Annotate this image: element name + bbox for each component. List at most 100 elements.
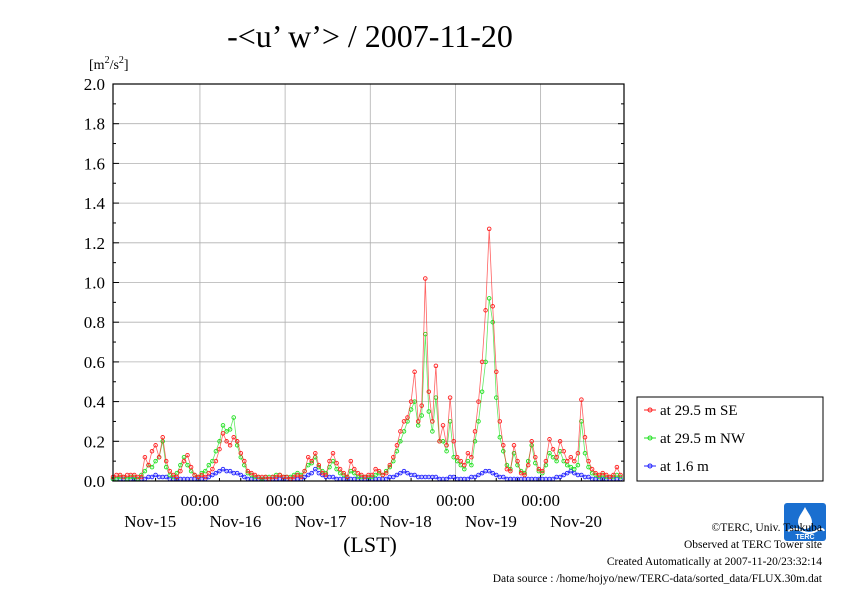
data-point (561, 472, 566, 478)
data-point (146, 462, 151, 468)
x-tick-time: 00:00 (436, 491, 475, 510)
data-point (479, 359, 485, 365)
footer-source: Data source : /home/hojyo/new/TERC-data/… (492, 573, 822, 585)
y-unit-sup: 2 (105, 55, 110, 66)
data-point (132, 472, 137, 478)
data-point (444, 443, 449, 448)
data-point (479, 470, 485, 476)
x-tick-date: Nov-16 (209, 512, 261, 531)
data-point (352, 466, 357, 472)
data-point (309, 470, 314, 476)
data-point (341, 470, 346, 476)
data-point (433, 363, 439, 369)
data-point (234, 470, 240, 476)
data-point (575, 462, 581, 468)
data-point (178, 468, 183, 474)
data-point (497, 435, 503, 440)
data-point (220, 431, 226, 436)
data-point (391, 474, 396, 480)
data-point (217, 446, 222, 452)
y-tick-label: 1.6 (84, 154, 105, 173)
data-point (618, 472, 623, 478)
data-point (518, 470, 524, 476)
chart-title: -<u’ w’> / 2007-11-20 (227, 18, 513, 54)
data-point (181, 458, 187, 464)
data-point (153, 472, 158, 478)
data-point (327, 458, 332, 464)
data-point (561, 448, 566, 454)
data-point (440, 423, 446, 428)
data-point (373, 466, 378, 472)
data-point (430, 419, 435, 424)
data-point (387, 462, 393, 468)
data-point (206, 470, 212, 476)
data-point (476, 419, 481, 424)
data-point (501, 443, 506, 448)
data-point (174, 474, 180, 480)
data-point (437, 439, 442, 444)
data-point (149, 474, 155, 480)
data-point (398, 470, 403, 476)
data-point (564, 470, 570, 476)
data-point (231, 435, 236, 440)
y-unit-base: [m (89, 58, 105, 73)
data-point (313, 466, 318, 472)
data-point (203, 474, 208, 480)
data-point (504, 466, 510, 472)
data-point (568, 464, 574, 470)
data-point (444, 448, 449, 454)
data-point (238, 472, 244, 478)
data-point (486, 226, 492, 232)
data-point (447, 395, 453, 400)
data-point (337, 466, 343, 472)
data-point (167, 468, 173, 474)
data-point (582, 435, 588, 440)
y-ticks: 0.0 0.2 0.4 0.6 0.8 1.0 1.2 1.4 1.6 1.8 2.0 (84, 75, 624, 491)
data-point (213, 470, 219, 476)
data-point (121, 474, 126, 480)
data-point (557, 439, 563, 444)
data-point (163, 474, 169, 480)
x-tick-date: Nov-20 (550, 512, 602, 531)
data-point (320, 470, 325, 476)
y-tick-label: 0.0 (84, 472, 105, 491)
y-unit-label: [m2/s2] (89, 55, 129, 73)
data-point (472, 474, 478, 480)
data-point (195, 474, 201, 480)
data-point (316, 462, 322, 468)
x-tick-time: 00:00 (181, 491, 220, 510)
data-point (419, 403, 424, 408)
data-point (465, 450, 471, 456)
data-point (334, 460, 339, 466)
data-point (348, 458, 354, 464)
data-point (142, 468, 148, 474)
data-point (313, 450, 318, 456)
data-point (476, 472, 481, 478)
data-point (618, 474, 623, 480)
data-point (490, 304, 495, 309)
data-point (536, 466, 542, 472)
data-point (305, 454, 311, 460)
data-point (586, 458, 591, 464)
data-point (220, 466, 226, 472)
data-point (572, 466, 577, 472)
data-point (604, 472, 609, 478)
y-tick-label: 1.2 (84, 234, 105, 253)
y-unit-end: ] (124, 58, 129, 73)
data-point (298, 474, 304, 480)
data-point (401, 468, 407, 474)
data-point (139, 474, 144, 480)
data-point (153, 458, 158, 464)
legend-swatch-marker (647, 463, 653, 469)
data-point (547, 437, 552, 442)
data-point (355, 470, 361, 476)
data-point (273, 474, 279, 480)
data-point (469, 462, 474, 468)
data-point (252, 472, 258, 478)
data-point (171, 472, 176, 478)
data-point (515, 458, 520, 464)
data-point (614, 464, 620, 470)
data-point (220, 423, 226, 428)
data-point (476, 399, 481, 404)
